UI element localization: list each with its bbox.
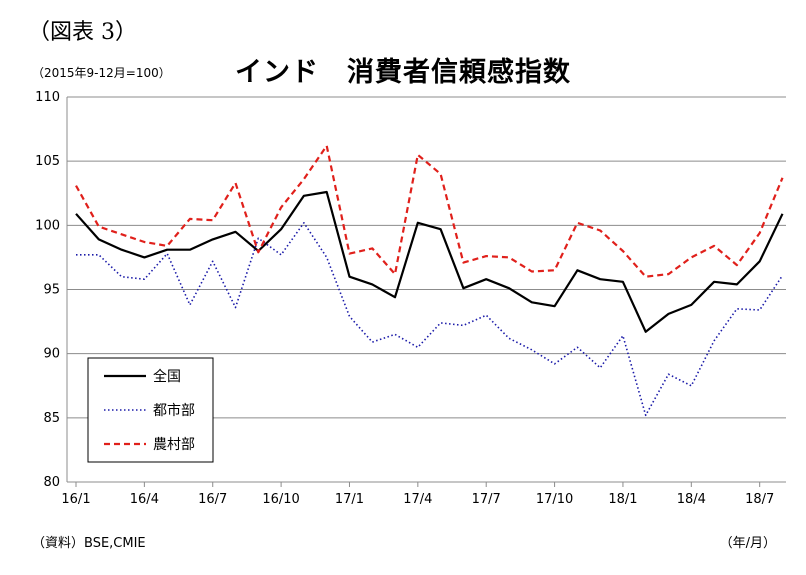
- series-line-2: [76, 222, 784, 417]
- y-tick-label: 110: [35, 90, 60, 105]
- x-tick-label: 16/10: [262, 492, 299, 507]
- x-tick-label: 17/10: [536, 492, 573, 507]
- x-tick-label: 18/7: [745, 492, 774, 507]
- chart-title: インド 消費者信頼感指数: [235, 57, 571, 88]
- y-tick-label: 80: [43, 475, 60, 490]
- x-tick-label: 17/4: [403, 492, 432, 507]
- y-tick-label: 95: [43, 283, 60, 298]
- x-unit-note: （年/月）: [719, 536, 776, 551]
- legend-label-3: 農村部: [153, 437, 195, 453]
- x-tick-label: 16/4: [130, 492, 159, 507]
- y-tick-label: 90: [43, 347, 60, 362]
- legend-label-2: 都市部: [153, 402, 195, 419]
- unit-note: （2015年9-12月=100）: [32, 66, 171, 80]
- figure-label: （図表 3）: [28, 20, 137, 45]
- y-tick-label: 85: [43, 411, 60, 426]
- series-line-3: [75, 144, 784, 278]
- source-note: （資料）BSE,CMIE: [32, 536, 146, 551]
- series-line-1: [75, 190, 784, 333]
- legend-label-1: 全国: [153, 368, 181, 385]
- x-tick-label: 16/1: [61, 492, 90, 507]
- axis-layer: 80 85 90 95 100 105 110 16/1 16/4 16/7 16/10 17/1 17…: [35, 90, 786, 507]
- y-tick-label: 100: [35, 218, 60, 233]
- x-tick-label: 18/4: [677, 492, 706, 507]
- y-tick-label: 105: [35, 154, 60, 169]
- x-tick-label: 16/7: [198, 492, 227, 507]
- series-layer: [75, 144, 784, 417]
- x-tick-label: 18/1: [608, 492, 637, 507]
- x-tick-label: 17/7: [472, 492, 501, 507]
- x-tick-label: 17/1: [335, 492, 364, 507]
